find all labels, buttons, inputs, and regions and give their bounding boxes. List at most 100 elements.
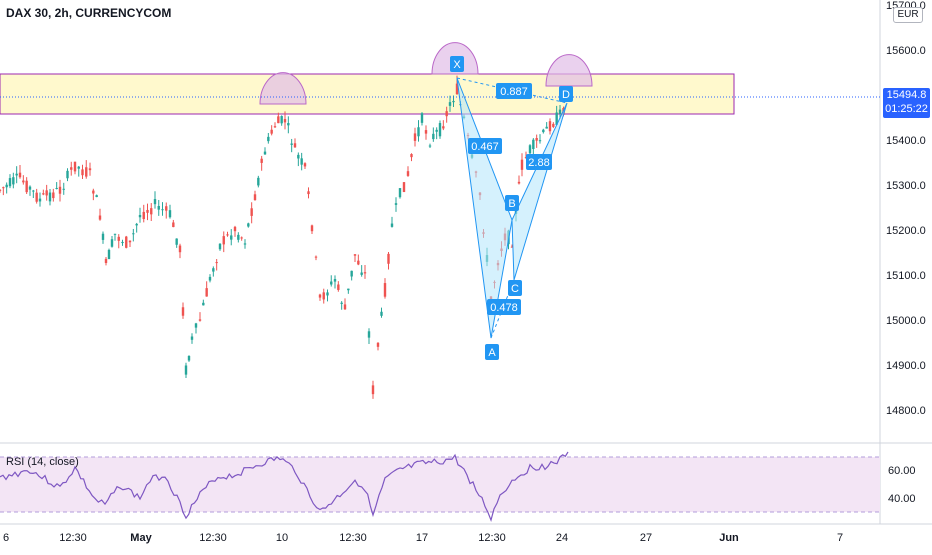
candle-body — [55, 187, 58, 189]
price-tick: 15000.0 — [886, 315, 926, 327]
candle-body — [107, 249, 111, 260]
ratio-ac-label: 0.478 — [490, 302, 518, 314]
candle-body — [542, 129, 545, 133]
candle-body — [267, 136, 270, 142]
candle-body — [5, 184, 8, 188]
time-tick: 12:30 — [59, 532, 87, 544]
bar-countdown: 01:25:22 — [885, 103, 928, 115]
rsi-legend[interactable]: RSI (14, close) — [6, 456, 79, 468]
candle-body — [230, 235, 233, 240]
time-tick: 12:30 — [199, 532, 227, 544]
candle-body — [360, 272, 363, 275]
candle-body — [307, 191, 310, 195]
candle-body — [212, 268, 215, 272]
candle-body — [125, 236, 128, 248]
time-tick: 27 — [640, 532, 652, 544]
candle-body — [128, 240, 132, 243]
candle-body — [350, 270, 353, 277]
pattern-point-b[interactable]: B — [505, 195, 519, 211]
time-axis[interactable]: 6 12:30 May 12:30 10 12:30 17 12:30 24 2… — [3, 532, 843, 544]
pattern-point-x-label: X — [453, 59, 461, 71]
candle-body — [318, 294, 322, 298]
pattern-triangle-bcd[interactable] — [511, 102, 568, 281]
candle-body — [45, 190, 48, 196]
candle-body — [138, 214, 142, 218]
candle-body — [260, 158, 263, 163]
time-tick: 7 — [837, 532, 843, 544]
candle-body — [52, 192, 55, 199]
candle-body — [48, 192, 52, 202]
candle-body — [402, 182, 406, 192]
candle-body — [18, 172, 22, 178]
ratio-xb[interactable]: 0.467 — [468, 138, 502, 154]
last-price-value: 15494.8 — [886, 89, 927, 101]
candle-body — [545, 126, 548, 129]
resistance-zone[interactable] — [0, 73, 735, 115]
rsi-band — [0, 457, 880, 512]
candle-body — [28, 186, 32, 190]
candle-body — [380, 311, 383, 316]
rsi-tick: 40.00 — [888, 493, 916, 505]
ratio-bd[interactable]: 2.88 — [526, 154, 552, 170]
candle-body — [330, 281, 333, 285]
candle-body — [290, 143, 293, 145]
candle-body — [202, 302, 205, 306]
arc-right[interactable] — [545, 54, 593, 87]
arc-left[interactable] — [259, 72, 307, 105]
price-tick: 14800.0 — [886, 405, 926, 417]
price-tick: 15600.0 — [886, 45, 926, 57]
candle-body — [520, 159, 524, 170]
candle-body — [322, 292, 325, 300]
candle-body — [438, 123, 442, 137]
pattern-point-b-label: B — [508, 198, 515, 210]
candle-body — [88, 168, 92, 171]
candle-body — [184, 365, 188, 375]
ratio-bd-label: 2.88 — [528, 157, 549, 169]
candle-body — [0, 189, 2, 191]
candle-body — [205, 288, 208, 297]
candle-body — [58, 186, 62, 194]
candle-body — [420, 113, 424, 123]
candle-body — [38, 198, 42, 202]
candle-body — [293, 143, 297, 148]
pattern-point-a[interactable]: A — [485, 344, 499, 360]
candle-body — [198, 319, 202, 321]
pattern-point-x[interactable]: X — [450, 56, 464, 72]
candle-body — [310, 225, 314, 232]
candle-body — [253, 194, 257, 201]
last-price-tag: 15494.8 01:25:22 — [883, 88, 930, 118]
price-axis[interactable]: 15700.0 15600.0 15400.0 15300.0 15200.0 … — [886, 0, 926, 505]
pattern-point-d[interactable]: D — [559, 86, 573, 102]
candle-body — [432, 133, 435, 140]
candle-body — [555, 112, 558, 125]
candle-body — [452, 100, 455, 103]
candle-body — [363, 272, 367, 274]
price-tick: 15300.0 — [886, 180, 926, 192]
candle-body — [95, 195, 98, 198]
price-tick: 15400.0 — [886, 135, 926, 147]
ratio-ac[interactable]: 0.478 — [487, 299, 521, 315]
candle-body — [92, 190, 95, 194]
symbol-title[interactable]: DAX 30, 2h, CURRENCYCOM — [6, 6, 172, 20]
candle-body — [277, 116, 280, 124]
candle-body — [222, 236, 225, 245]
currency-badge[interactable]: EUR — [893, 7, 923, 23]
candle-body — [455, 83, 459, 95]
candle-body — [257, 177, 260, 186]
candle-body — [263, 151, 267, 155]
candle-body — [32, 190, 35, 192]
candle-body — [135, 223, 138, 226]
candle-body — [428, 145, 432, 147]
candle-body — [42, 193, 45, 195]
candle-body — [175, 238, 178, 245]
candle-body — [383, 283, 387, 297]
candle-body — [413, 133, 417, 141]
candle-body — [240, 237, 243, 239]
pattern-point-c[interactable]: C — [508, 280, 522, 296]
candle-body — [347, 288, 350, 291]
ratio-xd[interactable]: 0.887 — [496, 83, 532, 99]
candle-body — [178, 245, 182, 253]
candle-body — [376, 342, 380, 347]
